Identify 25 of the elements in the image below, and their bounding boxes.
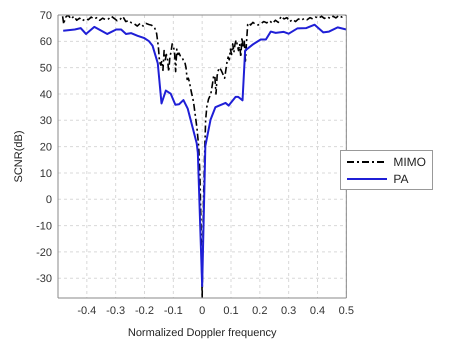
x-tick-label: 0.1 [223, 304, 239, 317]
y-tick-label: 30 [40, 115, 52, 128]
y-tick-label: 10 [40, 168, 52, 180]
x-tick-label: -0.1 [164, 304, 183, 317]
x-tick-label: 0.5 [338, 304, 354, 317]
x-tick-label: 0.2 [252, 304, 268, 317]
y-tick-label: -20 [36, 246, 52, 259]
y-tick-label: 0 [46, 194, 52, 206]
y-tick-label: 50 [40, 62, 52, 75]
x-tick-label: -0.2 [135, 304, 154, 317]
y-axis-title: SCNR(dB) [12, 130, 25, 182]
y-tick-label: -30 [36, 273, 52, 286]
y-tick-label: 20 [40, 142, 52, 154]
x-tick-label: -0.3 [106, 304, 126, 317]
x-tick-label: 0 [199, 304, 206, 317]
x-tick-label: -0.4 [77, 304, 96, 317]
x-tick-label: 0.4 [310, 304, 326, 317]
y-tick-label: 40 [40, 88, 52, 101]
y-tick-label: -10 [36, 220, 52, 233]
legend-label: MIMO [393, 154, 426, 168]
x-axis-title: Normalized Doppler frequency [128, 327, 277, 339]
legend-label: PA [393, 172, 408, 186]
y-tick-label: 70 [40, 10, 52, 22]
x-tick-label: 0.3 [281, 304, 296, 317]
y-tick-label: 60 [40, 36, 52, 48]
